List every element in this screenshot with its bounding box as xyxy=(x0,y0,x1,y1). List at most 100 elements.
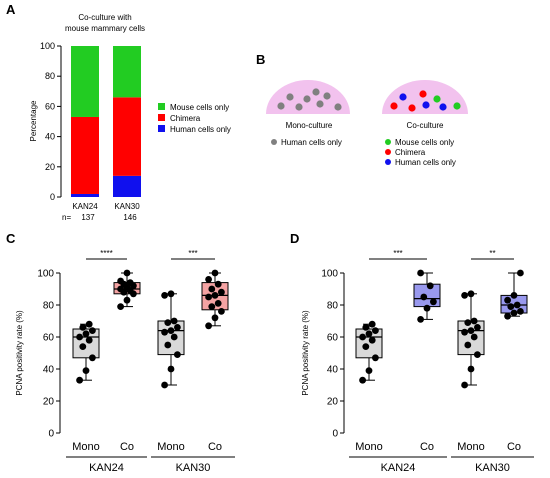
data-point xyxy=(89,327,96,334)
data-point xyxy=(365,330,373,338)
ytick-label: 60 xyxy=(43,333,55,344)
co-culture-cell xyxy=(419,90,427,98)
co-culture-cell xyxy=(422,101,430,109)
xtick-label: Mono xyxy=(157,441,185,453)
co-culture-cell xyxy=(439,103,447,111)
panel-d-letter: D xyxy=(290,231,299,246)
ytick-label: 40 xyxy=(43,365,55,376)
y-axis-label: PCNA positivity rate (%) xyxy=(15,310,24,396)
data-point xyxy=(79,343,87,350)
data-point xyxy=(82,330,90,338)
bar-kan24-human-cells-only xyxy=(71,193,99,197)
co-culture-label: Co-culture xyxy=(407,121,444,130)
data-point xyxy=(214,280,222,288)
data-point xyxy=(467,327,475,334)
co-culture-cell xyxy=(433,95,441,103)
mono-culture-human-cell xyxy=(334,103,342,111)
co-legend-label-chimera: Chimera xyxy=(395,148,426,157)
group-label-kan24: KAN24 xyxy=(381,462,416,474)
panel-a-ytick-label: 100 xyxy=(40,41,55,51)
data-point xyxy=(507,303,515,310)
ytick-label: 60 xyxy=(327,333,339,344)
xtick-label: Co xyxy=(420,441,434,453)
panel-a-title-line1: Co-culture with xyxy=(78,13,131,22)
mono-legend-label: Human cells only xyxy=(281,138,342,147)
xtick-label: Mono xyxy=(457,441,485,453)
data-point xyxy=(470,333,478,341)
ytick-label: 0 xyxy=(48,429,54,440)
data-point xyxy=(79,324,87,331)
co-legend-dot-chimera xyxy=(385,149,391,155)
xtick-label: Co xyxy=(507,441,521,453)
bar-kan24-mouse-cells-only xyxy=(71,46,99,117)
mono-culture-human-cell xyxy=(316,100,324,108)
data-point xyxy=(474,351,481,358)
data-point xyxy=(464,341,472,349)
significance-stars: *** xyxy=(393,249,402,258)
panel-d-box-plot: PCNA positivity rate (%) 0 20 40 60 80 100 Mono… xyxy=(301,249,534,474)
panel-a-y-axis: 0 20 40 60 80 100 xyxy=(40,41,61,202)
data-point xyxy=(362,343,370,350)
data-point xyxy=(170,333,178,341)
legend-swatch-chimera xyxy=(158,114,165,121)
data-point xyxy=(372,327,379,334)
data-point xyxy=(123,269,131,277)
data-point xyxy=(426,282,434,290)
data-point xyxy=(76,333,83,341)
data-point xyxy=(467,290,475,298)
data-point xyxy=(461,328,468,336)
co-culture-cell xyxy=(399,93,407,101)
data-point xyxy=(161,292,169,299)
panel-a-xtick-kan24: KAN24 xyxy=(72,202,98,211)
data-point xyxy=(167,327,175,334)
co-culture-cell xyxy=(408,104,416,112)
group-label-kan30: KAN30 xyxy=(176,462,211,474)
data-point xyxy=(504,312,511,320)
panel-a-ytick-label: 60 xyxy=(45,101,55,111)
data-point xyxy=(161,381,169,389)
data-point xyxy=(85,320,93,328)
data-point xyxy=(170,317,178,325)
co-legend-label-mouse-cells-only: Mouse cells only xyxy=(395,138,454,147)
data-point xyxy=(417,269,424,277)
co-culture-dome xyxy=(382,80,468,114)
data-point xyxy=(167,290,175,298)
group-label-kan24: KAN24 xyxy=(89,462,124,474)
panel-a-legend: Mouse cells only Chimera Human cells only xyxy=(158,103,231,134)
bar-kan30-chimera xyxy=(113,97,141,176)
data-point xyxy=(365,367,373,374)
ytick-label: 20 xyxy=(43,397,55,408)
xtick-label: Mono xyxy=(72,441,100,453)
panel-a-ytick-label: 20 xyxy=(45,162,55,172)
panel-a-title-line2: mouse mammary cells xyxy=(65,24,145,33)
data-point xyxy=(164,341,172,349)
data-point xyxy=(359,376,366,384)
ytick-label: 100 xyxy=(37,269,54,280)
ytick-label: 20 xyxy=(327,397,339,408)
data-point xyxy=(117,303,124,310)
panel-a-ylabel: Percentage xyxy=(29,100,38,141)
bar-kan30-mouse-cells-only xyxy=(113,46,141,98)
data-point xyxy=(372,354,379,362)
data-point xyxy=(470,317,478,325)
panel-a-n-kan24: 137 xyxy=(81,213,95,222)
ytick-label: 80 xyxy=(43,301,55,312)
ytick-label: 40 xyxy=(327,365,339,376)
co-legend-dot-human-cells-only xyxy=(385,159,391,165)
data-point xyxy=(420,293,428,301)
data-point xyxy=(126,279,134,286)
data-point xyxy=(464,319,472,326)
ytick-label: 80 xyxy=(327,301,339,312)
data-point xyxy=(123,296,131,304)
data-point xyxy=(359,333,366,341)
mono-culture-human-cell xyxy=(303,95,311,103)
panel-a-letter: A xyxy=(6,2,16,17)
data-point xyxy=(423,304,431,312)
bar-kan24-chimera xyxy=(71,116,99,194)
panel-a-ytick-label: 0 xyxy=(50,192,55,202)
data-point xyxy=(517,269,524,277)
data-point xyxy=(474,324,481,331)
data-point xyxy=(368,320,376,328)
data-point xyxy=(211,314,219,322)
